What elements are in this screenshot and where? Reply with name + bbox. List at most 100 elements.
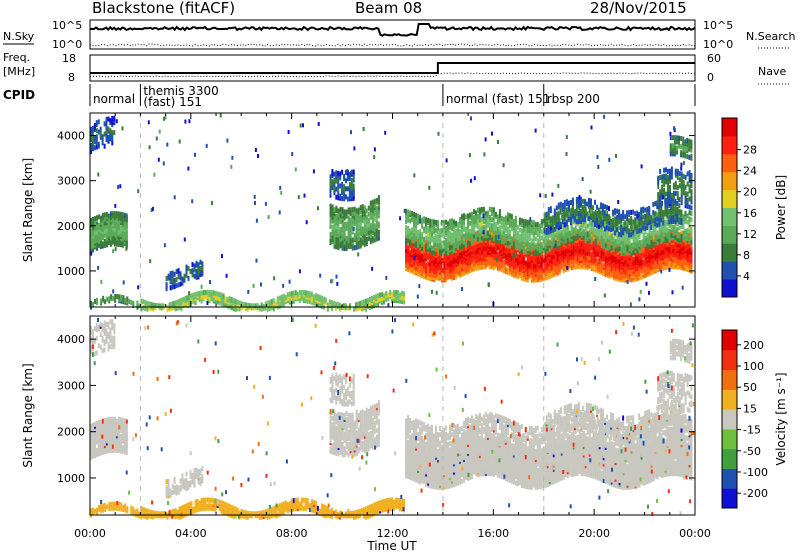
heatmap-cell — [498, 225, 501, 231]
heatmap-cell — [146, 300, 149, 306]
heatmap-cell — [409, 218, 412, 224]
beam-title: Beam 08 — [355, 0, 422, 17]
heatmap-cell — [288, 295, 291, 301]
heatmap-cell — [329, 223, 332, 229]
heatmap-cell — [606, 245, 609, 251]
heatmap-cell — [445, 225, 447, 231]
heatmap-cell — [238, 300, 241, 306]
heatmap-cell — [467, 213, 469, 219]
heatmap-cell — [111, 136, 114, 142]
n-search-label: N.Search — [746, 30, 796, 43]
heatmap-cell — [592, 258, 595, 264]
heatmap-cell — [684, 264, 687, 270]
heatmap-cell — [369, 296, 371, 302]
heatmap-cell — [494, 226, 497, 232]
heatmap-cell — [522, 245, 525, 251]
heatmap-cell — [342, 303, 345, 309]
heatmap-cell — [564, 238, 567, 243]
sky-right-tick-top: 10^5 — [703, 19, 733, 32]
heatmap-cell — [636, 242, 639, 248]
heatmap-cell — [199, 265, 202, 271]
heatmap-cell — [407, 213, 410, 219]
heatmap-cell — [520, 248, 523, 254]
heatmap-cell — [415, 223, 418, 229]
heatmap-cell — [162, 303, 165, 309]
heatmap-cell — [431, 245, 433, 251]
heatmap-cell — [171, 276, 174, 282]
heatmap-cell — [644, 235, 647, 241]
heatmap-cell — [640, 239, 643, 245]
heatmap-cell — [371, 199, 374, 205]
heatmap-cell — [103, 121, 106, 127]
heatmap-cell — [359, 215, 362, 220]
heatmap-cell — [630, 263, 633, 269]
heatmap-cell — [333, 207, 336, 213]
nave-tick-top: 60 — [707, 52, 721, 65]
heatmap-cell — [630, 277, 633, 283]
heatmap-cell — [520, 240, 523, 246]
heatmap-cell — [496, 218, 499, 224]
heatmap-cell — [453, 231, 455, 237]
heatmap-cell — [165, 282, 168, 288]
heatmap-cell — [337, 224, 340, 230]
heatmap-cell — [99, 126, 102, 132]
heatmap-cell — [445, 219, 447, 225]
heatmap-cell — [256, 303, 259, 309]
heatmap-cell — [339, 171, 342, 177]
heatmap-cell — [365, 222, 368, 228]
heatmap-cell — [337, 232, 340, 238]
heatmap-cell — [486, 260, 489, 266]
heatmap-cell — [604, 232, 607, 238]
heatmap-cell — [339, 237, 342, 243]
heatmap-cell — [339, 219, 342, 224]
heatmap-cell — [626, 244, 629, 250]
heatmap-cell — [194, 291, 197, 297]
heatmap-cell — [658, 260, 661, 266]
heatmap-cell — [461, 242, 463, 248]
heatmap-cell — [298, 289, 301, 295]
heatmap-cell — [337, 170, 340, 176]
cpid-segment-label: normal (fast) 151 — [446, 92, 550, 106]
heatmap-cell — [403, 291, 406, 297]
heatmap-cell — [144, 300, 147, 305]
heatmap-cell — [254, 303, 257, 309]
heatmap-cell — [437, 246, 439, 252]
heatmap-cell — [443, 219, 445, 225]
heatmap-cell — [455, 228, 457, 234]
heatmap-cell — [345, 186, 347, 192]
heatmap-cell — [343, 221, 346, 227]
heatmap-cell — [476, 230, 479, 236]
heatmap-cell — [606, 250, 609, 256]
heatmap-cell — [459, 217, 461, 223]
heatmap-cell — [642, 259, 645, 265]
heatmap-cell — [185, 272, 188, 278]
heatmap-cell — [435, 228, 437, 233]
heatmap-cell — [502, 245, 505, 251]
heatmap-cell — [614, 255, 617, 261]
freq-tick-top: 18 — [62, 52, 76, 65]
heatmap-cell — [126, 296, 129, 302]
heatmap-cell — [337, 212, 340, 218]
heatmap-cell — [512, 245, 515, 251]
heatmap-cell — [656, 234, 659, 240]
heatmap-cell — [490, 258, 493, 264]
heatmap-cell — [173, 277, 176, 283]
heatmap-cell — [335, 214, 338, 219]
heatmap-cell — [644, 246, 647, 252]
heatmap-cell — [620, 248, 623, 254]
heatmap-cell — [516, 245, 519, 251]
heatmap-cell — [622, 222, 625, 227]
heatmap-cell — [192, 292, 195, 298]
heatmap-cell — [437, 275, 439, 281]
heatmap-cell — [680, 230, 683, 236]
heatmap-cell — [201, 269, 204, 275]
heatmap-cell — [518, 233, 521, 239]
heatmap-cell — [594, 238, 597, 244]
heatmap-cell — [409, 228, 412, 234]
heatmap-cell — [91, 140, 94, 146]
heatmap-cell — [333, 229, 336, 235]
heatmap-cell — [351, 237, 354, 243]
heatmap-cell — [114, 293, 117, 299]
heatmap-cell — [512, 219, 515, 225]
heatmap-cell — [656, 230, 659, 236]
